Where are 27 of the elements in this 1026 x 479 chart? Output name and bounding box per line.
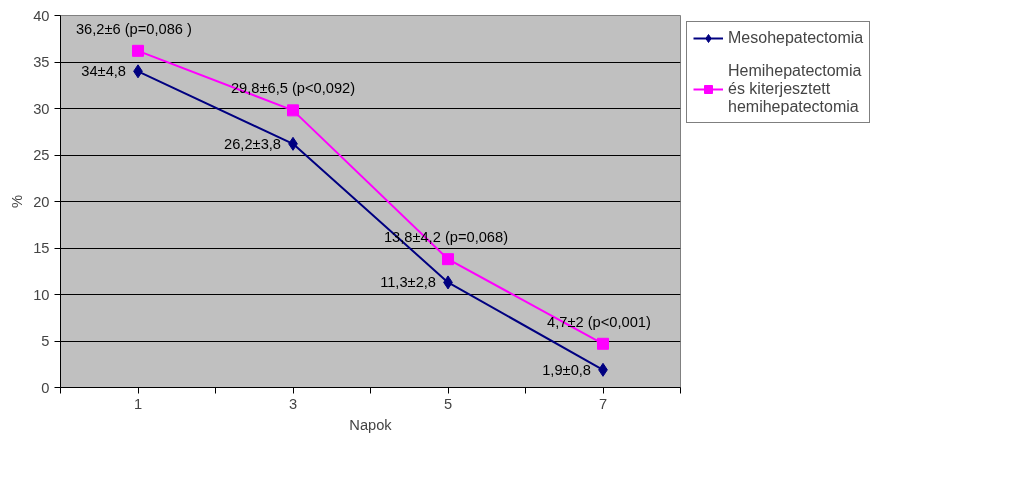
x-tick-label: 1 [133,395,143,412]
data-label: 11,3±2,8 [380,274,436,291]
y-tick-label: 10 [33,286,50,303]
legend-label: Mesohepatectomia [728,29,864,47]
y-tick-label: 40 [33,7,50,24]
y-axis-title: % [9,194,26,209]
y-tick-label: 30 [33,100,50,117]
point [287,104,299,117]
legend-label: Hemihepatectomia és kiterjesztett hemihepatectomia [728,62,862,116]
data-label: 34±4,8 [81,63,127,80]
y-tick-label: 5 [41,333,50,349]
point [132,44,144,57]
data-label: 26,2±3,8 [224,135,282,152]
x-axis-title: Napok [349,416,393,433]
data-label: 29,8±6,5 (p<0,092) [230,80,356,97]
x-tick-label: 7 [598,395,608,412]
point [597,337,609,350]
y-tick-label: 25 [33,147,50,163]
x-tick-label: 5 [443,395,453,412]
x-tick-label: 3 [288,395,298,412]
y-tick-label: 35 [33,54,50,70]
y-tick-label: 15 [33,240,50,256]
data-label: 36,2±6 (p=0,086 ) [75,20,192,37]
y-tick-label: 20 [33,193,50,210]
point [442,253,454,266]
y-tick-label: 0 [41,379,50,396]
data-label: 1,9±0,8 [542,361,591,378]
